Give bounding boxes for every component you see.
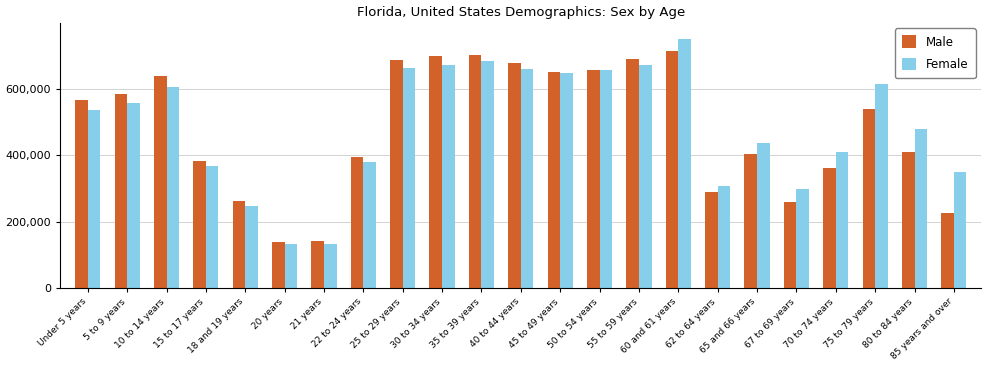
- Bar: [626, 59, 638, 288]
- Bar: [245, 206, 257, 288]
- Bar: [914, 129, 926, 288]
- Bar: [638, 65, 651, 288]
- Bar: [233, 201, 245, 288]
- Bar: [717, 186, 730, 288]
- Bar: [822, 168, 835, 288]
- Bar: [796, 189, 809, 288]
- Bar: [521, 69, 532, 288]
- Bar: [193, 161, 206, 288]
- Bar: [468, 55, 481, 288]
- Bar: [783, 202, 796, 288]
- Bar: [154, 76, 167, 288]
- Bar: [481, 61, 494, 288]
- Bar: [442, 65, 455, 288]
- Bar: [127, 103, 140, 288]
- Bar: [862, 109, 875, 288]
- Bar: [743, 154, 756, 288]
- Bar: [901, 152, 914, 288]
- Bar: [508, 63, 521, 288]
- Bar: [350, 157, 363, 288]
- Bar: [835, 152, 848, 288]
- Bar: [560, 73, 572, 288]
- Bar: [547, 72, 560, 288]
- Bar: [284, 244, 297, 288]
- Bar: [323, 244, 336, 288]
- Bar: [88, 110, 101, 288]
- Bar: [311, 241, 323, 288]
- Bar: [75, 100, 88, 288]
- Bar: [429, 57, 442, 288]
- Bar: [952, 172, 965, 288]
- Bar: [402, 68, 415, 288]
- Bar: [114, 94, 127, 288]
- Bar: [587, 70, 599, 288]
- Bar: [704, 192, 717, 288]
- Bar: [272, 243, 284, 288]
- Bar: [363, 163, 376, 288]
- Bar: [677, 39, 690, 288]
- Bar: [206, 166, 218, 288]
- Bar: [941, 213, 952, 288]
- Bar: [875, 84, 886, 288]
- Title: Florida, United States Demographics: Sex by Age: Florida, United States Demographics: Sex…: [356, 6, 684, 19]
- Bar: [167, 87, 178, 288]
- Bar: [389, 60, 402, 288]
- Bar: [756, 143, 769, 288]
- Bar: [665, 51, 677, 288]
- Legend: Male, Female: Male, Female: [894, 28, 974, 78]
- Bar: [599, 70, 611, 288]
